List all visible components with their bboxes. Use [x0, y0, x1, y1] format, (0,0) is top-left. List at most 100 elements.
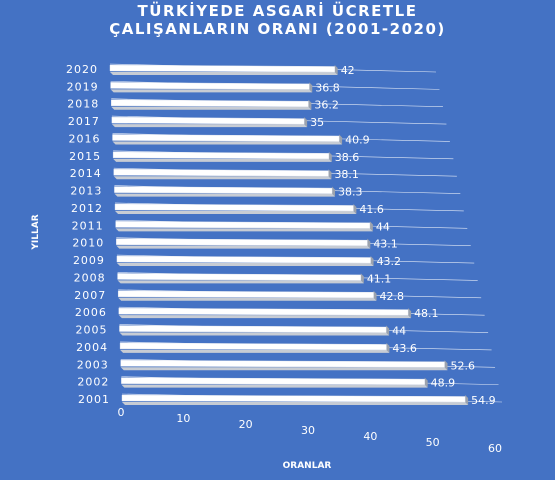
y-tick-label: 2012 [71, 202, 103, 215]
y-tick-label: 2017 [68, 115, 100, 128]
data-label: 41.6 [359, 203, 384, 216]
bar-bottom [113, 158, 332, 162]
bar-bottom [122, 402, 469, 405]
y-tick-label: 2013 [70, 185, 102, 198]
bar [115, 221, 371, 229]
bar-side [408, 308, 412, 319]
bar [114, 186, 333, 194]
bar-side [424, 377, 428, 388]
data-label: 43.6 [392, 342, 417, 355]
x-tick-label: 10 [176, 412, 190, 425]
bar-side [328, 151, 332, 162]
x-tick-label: 60 [488, 442, 502, 455]
data-label: 38.3 [338, 186, 363, 199]
y-tick-label: 2007 [74, 289, 106, 302]
data-label: 44 [376, 220, 390, 233]
bar-side [386, 325, 390, 336]
bar-bottom [111, 124, 308, 128]
y-tick-label: 2001 [78, 393, 110, 406]
bar-bottom [117, 280, 364, 284]
bar-bottom [111, 106, 312, 110]
data-label: 41.1 [367, 272, 392, 285]
data-label: 38.1 [334, 168, 359, 181]
x-axis-title: ORANLAR [283, 461, 332, 471]
y-tick-label: 2004 [76, 341, 108, 354]
data-label: 48.1 [414, 307, 439, 320]
bar-bottom [120, 367, 448, 371]
y-tick-label: 2011 [72, 219, 104, 232]
bar-side [309, 82, 313, 93]
data-label: 42.8 [380, 290, 405, 303]
bar [118, 290, 374, 298]
data-label: 43.2 [377, 255, 402, 268]
bar [120, 360, 445, 368]
bar [118, 307, 409, 316]
bar-bottom [118, 315, 412, 319]
x-tick-label: 50 [426, 436, 440, 449]
bar-side [373, 290, 377, 301]
bar-side [332, 186, 336, 197]
y-tick-label: 2015 [69, 150, 101, 163]
bar-side [369, 221, 373, 232]
bar-side [370, 256, 374, 267]
data-label: 48.9 [431, 377, 456, 390]
bar [116, 255, 371, 264]
data-label: 35 [310, 116, 324, 129]
bar-bottom [116, 245, 371, 249]
y-tick-label: 2020 [66, 63, 98, 76]
x-tick-label: 40 [363, 430, 377, 443]
bar-bottom [110, 89, 313, 93]
bar-side [328, 169, 332, 180]
data-label: 52.6 [451, 359, 476, 372]
bar [114, 203, 354, 212]
bar-side [360, 273, 364, 284]
data-label: 40.9 [345, 133, 370, 146]
bar-bottom [115, 228, 373, 232]
bar-bottom [110, 72, 338, 75]
bar [112, 151, 330, 160]
y-tick-label: 2019 [67, 80, 99, 93]
data-label: 54.9 [471, 394, 496, 407]
bar [113, 169, 329, 177]
bar-bottom [115, 210, 357, 214]
y-tick-label: 2008 [74, 271, 106, 284]
bar-side [367, 238, 371, 249]
bar-bottom [112, 141, 343, 145]
bar [121, 377, 425, 385]
bar-side [353, 203, 357, 214]
y-tick-label: 2014 [70, 167, 102, 180]
bar-side [444, 360, 448, 371]
bar-side [304, 117, 308, 128]
bar-bottom [119, 332, 390, 336]
bar-bottom [113, 176, 332, 180]
bar [112, 134, 340, 142]
data-label: 43.1 [373, 238, 398, 251]
bar-side [308, 99, 312, 110]
bar-bottom [121, 384, 428, 388]
data-label: 44 [392, 325, 406, 338]
y-tick-label: 2016 [69, 132, 101, 145]
data-label: 42 [341, 64, 355, 77]
y-tick-label: 2005 [75, 324, 107, 337]
data-label: 38.6 [335, 151, 360, 164]
bar-bottom [118, 297, 377, 301]
bar-side [334, 65, 338, 75]
bar [110, 82, 310, 90]
y-tick-label: 2006 [75, 306, 107, 319]
bar-side [386, 342, 390, 353]
bar [119, 325, 387, 333]
x-tick-label: 0 [118, 406, 125, 419]
bar [111, 116, 305, 125]
x-tick-label: 20 [239, 418, 253, 431]
bar-bottom [114, 193, 336, 197]
bar-side [339, 134, 343, 145]
bar-bottom [120, 349, 390, 353]
y-axis-title: YILLAR [31, 214, 41, 250]
chart-title-line-1: TÜRKİYEDE ASGARİ ÜCRETLE [137, 2, 418, 20]
bar [116, 238, 368, 246]
y-tick-label: 2009 [73, 254, 105, 267]
data-label: 36.8 [315, 81, 340, 94]
bar [111, 99, 309, 107]
bar-bottom [116, 263, 374, 267]
